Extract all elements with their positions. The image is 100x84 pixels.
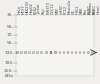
Text: H9C2: H9C2 (76, 5, 80, 14)
Bar (59, 51, 61, 54)
Text: 95-: 95- (7, 41, 14, 45)
Text: 190-: 190- (4, 61, 14, 65)
Bar (91, 51, 94, 54)
Bar (20, 51, 23, 54)
Bar (67, 51, 69, 54)
Text: 72-: 72- (7, 33, 14, 37)
Bar (32, 51, 35, 54)
Bar (16, 15, 94, 76)
Text: Rat
Heart: Rat Heart (92, 4, 100, 14)
Bar (50, 51, 52, 54)
Text: KDa: KDa (5, 74, 14, 78)
Bar (54, 51, 57, 54)
Text: 130-: 130- (4, 50, 14, 55)
Text: HepG2: HepG2 (30, 2, 34, 14)
Bar (40, 51, 43, 54)
Text: Raji: Raji (42, 8, 46, 14)
Text: K562: K562 (34, 5, 38, 14)
Text: Jurkat: Jurkat (38, 4, 42, 14)
Text: NRK: NRK (80, 7, 84, 14)
Text: 55-: 55- (7, 25, 14, 29)
Bar (63, 51, 65, 54)
Bar (45, 51, 48, 54)
Text: HeLa: HeLa (18, 5, 22, 14)
Bar (28, 51, 31, 54)
Text: Neuro2a: Neuro2a (68, 0, 72, 14)
Bar (71, 51, 73, 54)
Bar (83, 51, 85, 54)
Text: mESC: mESC (60, 4, 64, 14)
Text: HEK293: HEK293 (26, 0, 30, 14)
Text: C2C12: C2C12 (51, 3, 55, 14)
Text: 36-: 36- (7, 13, 14, 17)
Text: C6: C6 (72, 9, 76, 14)
Text: MCF7: MCF7 (22, 5, 26, 14)
Text: NIH3T3: NIH3T3 (46, 1, 50, 14)
Text: PC12: PC12 (64, 5, 68, 14)
Bar (75, 51, 77, 54)
Bar (16, 51, 19, 54)
Bar (87, 51, 90, 54)
Bar (24, 51, 27, 54)
Bar (36, 51, 39, 54)
Text: 250-: 250- (4, 69, 14, 73)
Bar (79, 51, 81, 54)
Text: Human
PBMC: Human PBMC (88, 2, 96, 14)
Text: MEF: MEF (56, 7, 60, 14)
Text: Rat
PBMC: Rat PBMC (84, 4, 92, 14)
